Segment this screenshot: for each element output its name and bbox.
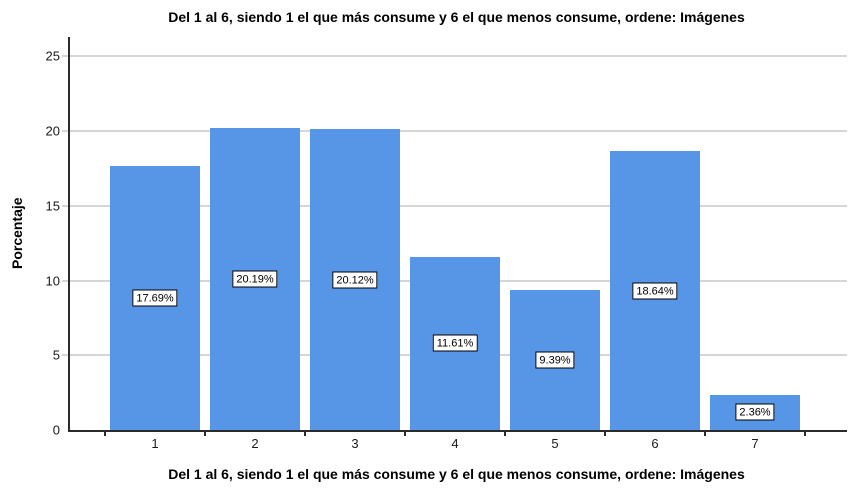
y-tick-label: 10	[45, 273, 60, 289]
y-axis-tick	[62, 55, 68, 58]
x-axis-tick	[204, 430, 206, 436]
y-axis-tick	[62, 279, 68, 282]
bar-value-label: 18.64%	[632, 282, 678, 300]
y-tick-label: 15	[45, 198, 60, 214]
x-tick-label: 3	[351, 436, 359, 451]
x-axis-tick	[604, 430, 606, 436]
y-axis-tick	[62, 204, 68, 207]
y-gridline	[70, 55, 847, 58]
bar-value-label: 11.61%	[432, 334, 478, 352]
bar-value-label: 9.39%	[535, 351, 575, 369]
x-axis-tick	[404, 430, 406, 436]
y-axis-title: Porcentaje	[9, 197, 25, 270]
y-tick-label: 5	[52, 347, 60, 363]
y-gridline	[70, 204, 847, 207]
plot-area: 0 5 10 15 20 25 17.69% 1 20.19% 2 20.12% 3 11.61% 4 9.…	[46, 37, 847, 451]
x-tick-label: 2	[251, 436, 259, 451]
x-tick-label: 6	[651, 436, 659, 451]
bar-value-label: 20.12%	[332, 271, 378, 289]
x-tick-label: 4	[451, 436, 459, 451]
x-axis-tick	[504, 430, 506, 436]
bar-value-label: 20.19%	[232, 270, 278, 288]
y-axis-tick	[62, 354, 68, 357]
y-gridline	[70, 130, 847, 133]
y-axis-tick	[62, 130, 68, 133]
x-tick-label: 7	[751, 436, 759, 451]
y-tick-label: 20	[45, 123, 60, 139]
x-axis-tick	[104, 430, 106, 436]
x-tick-label: 1	[151, 436, 159, 451]
bar-value-label: 2.36%	[735, 403, 775, 421]
chart-title: Del 1 al 6, siendo 1 el que más consume …	[168, 9, 745, 25]
x-axis-title: Del 1 al 6, siendo 1 el que más consume …	[168, 466, 745, 482]
y-tick-label: 25	[45, 48, 60, 64]
x-axis-tick	[304, 430, 306, 436]
x-axis-tick	[804, 430, 806, 436]
y-tick-label: 0	[52, 422, 60, 438]
bar-value-label: 17.69%	[132, 289, 178, 307]
x-tick-label: 5	[551, 436, 559, 451]
x-axis-tick	[704, 430, 706, 436]
